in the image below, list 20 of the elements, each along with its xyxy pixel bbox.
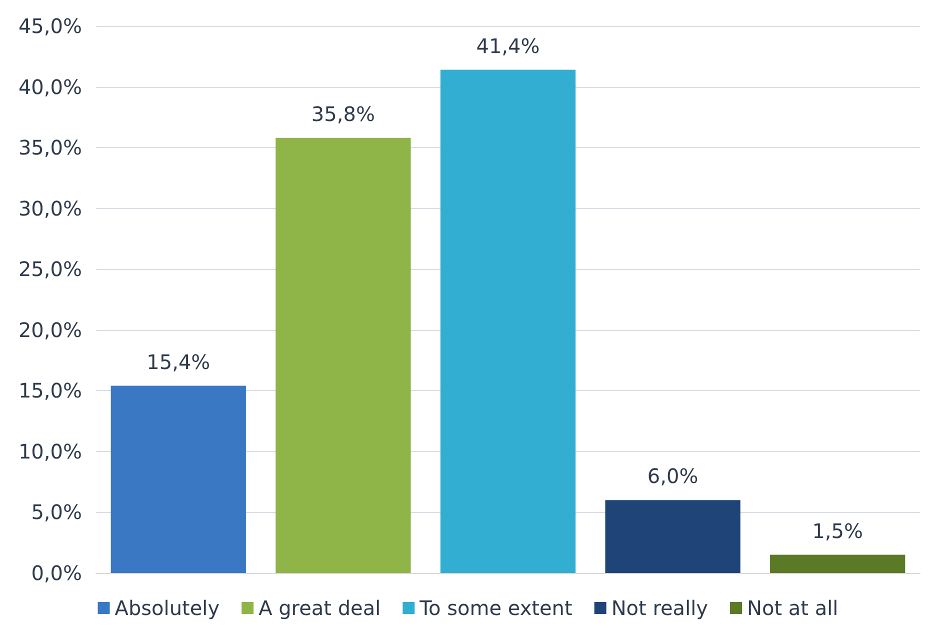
legend-label: Absolutely [114,596,220,620]
legend-label: A great deal [258,596,381,620]
y-tick-label: 0,0% [31,561,82,585]
y-tick-label: 5,0% [31,500,82,524]
data-label: 15,4% [146,350,210,374]
legend-label: To some extent [418,596,572,620]
y-tick-label: 10,0% [18,439,82,464]
data-label: 41,4% [476,34,540,58]
data-label: 35,8% [311,102,375,126]
data-label: 1,5% [812,518,864,543]
y-tick-label: 35,0% [18,136,82,160]
y-tick-label: 15,0% [18,378,82,403]
y-tick-label: 25,0% [18,257,82,282]
data-label: 6,0% [647,464,698,488]
legend-label: Not really [611,596,708,620]
y-tick-label: 40,0% [18,74,82,99]
y-tick-label: 30,0% [18,196,82,220]
y-tick-label: 20,0% [18,318,82,342]
legend-label: Not at all [747,596,838,620]
y-tick-label: 45,0% [18,14,82,38]
